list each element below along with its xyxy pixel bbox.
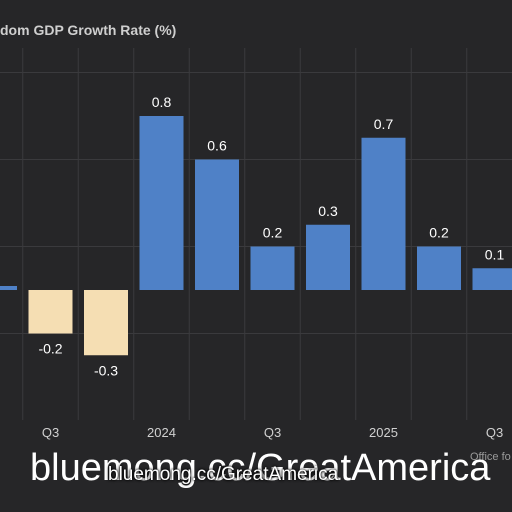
watermark-large: bluemong.cc/GreatAmerica bbox=[30, 447, 491, 489]
bar bbox=[84, 290, 128, 356]
x-tick-label: Q3 bbox=[486, 425, 503, 440]
data-label: 0.1 bbox=[485, 246, 505, 262]
bar bbox=[306, 224, 350, 290]
bar bbox=[361, 137, 406, 290]
bar bbox=[0, 286, 17, 290]
data-label: -0.3 bbox=[94, 362, 118, 378]
x-tick-label: 2024 bbox=[147, 425, 176, 440]
bar bbox=[139, 116, 184, 290]
x-tick-label: 2025 bbox=[369, 425, 398, 440]
data-label: 0.8 bbox=[152, 94, 172, 110]
data-label: 0.3 bbox=[318, 203, 338, 219]
data-label: 0.2 bbox=[429, 225, 449, 241]
source-note: Office fo bbox=[470, 451, 511, 463]
data-label: 0.6 bbox=[207, 138, 227, 154]
bar bbox=[250, 246, 295, 290]
data-label: -0.2 bbox=[38, 341, 62, 357]
x-tick-labels: Q3 2024 Q3 2025 Q3 bbox=[42, 425, 503, 440]
data-labels: 0-0.2-0.30.80.60.20.30.70.20.1 bbox=[38, 94, 505, 378]
x-tick-label: Q3 bbox=[264, 425, 281, 440]
bar bbox=[195, 159, 239, 290]
bars bbox=[0, 116, 512, 356]
bar bbox=[417, 246, 461, 290]
data-label: 0.7 bbox=[374, 116, 394, 132]
chart-title: dom GDP Growth Rate (%) bbox=[0, 22, 177, 38]
x-tick-label: Q3 bbox=[42, 425, 59, 440]
watermark-small: bluemong.cc/GreatAmerica bbox=[108, 464, 339, 485]
data-label: 0.2 bbox=[263, 225, 283, 241]
bar bbox=[472, 268, 512, 290]
bar bbox=[28, 290, 73, 334]
